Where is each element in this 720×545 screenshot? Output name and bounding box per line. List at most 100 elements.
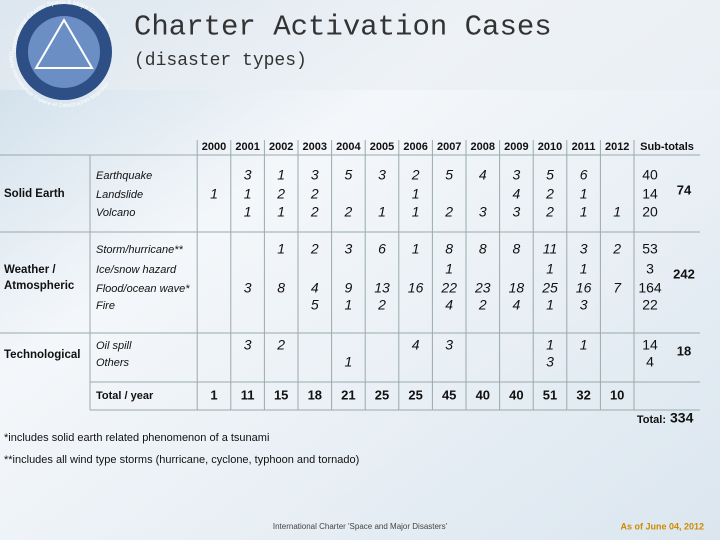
row-label: Earthquake	[96, 170, 152, 182]
row-subtotal: 164	[638, 280, 662, 296]
column-header: 2009	[504, 141, 528, 153]
cell: 23	[474, 280, 491, 296]
column-header: 2010	[538, 141, 562, 153]
row-label: Storm/hurricane**	[96, 244, 184, 256]
logo-triangle	[34, 18, 94, 69]
cell: 3	[244, 337, 252, 353]
total-value: 21	[341, 387, 355, 402]
cell: 8	[479, 241, 487, 257]
cell: 2	[411, 167, 420, 183]
cell: 1	[580, 204, 588, 220]
title: Charter Activation Cases	[134, 11, 552, 44]
cell: 2	[310, 186, 319, 202]
column-header: 2011	[572, 141, 596, 153]
group-subtotal: 74	[677, 182, 692, 197]
row-subtotal: 14	[642, 337, 658, 353]
row-subtotal: 3	[646, 261, 654, 277]
cell: 6	[378, 241, 386, 257]
cell: 22	[440, 280, 457, 296]
cell: 3	[445, 337, 453, 353]
column-header: 2003	[303, 141, 327, 153]
cell: 3	[513, 204, 521, 220]
cell: 2	[444, 204, 453, 220]
row-subtotal: 14	[642, 186, 658, 202]
row-subtotal: 4	[646, 354, 654, 370]
column-header: 2000	[202, 141, 226, 153]
row-label: Ice/snow hazard	[96, 264, 177, 276]
row-subtotal: 20	[642, 204, 658, 220]
cell: 5	[345, 167, 353, 183]
cell: 1	[210, 186, 218, 202]
cell: 1	[580, 337, 588, 353]
cell: 1	[546, 297, 554, 313]
cell: 3	[311, 167, 319, 183]
total-value: 32	[576, 387, 590, 402]
cell: 1	[277, 204, 285, 220]
group-label: Technological	[4, 349, 80, 361]
subtitle: (disaster types)	[134, 51, 307, 71]
total-value: 1	[210, 387, 217, 402]
cell: 1	[345, 354, 353, 370]
total-value: 51	[543, 387, 557, 402]
cell: 1	[445, 261, 453, 277]
total-value: 18	[308, 387, 322, 402]
cell: 3	[580, 297, 588, 313]
row-label: Others	[96, 357, 130, 369]
cell: 11	[543, 241, 558, 257]
cell: 7	[613, 280, 622, 296]
column-header: 2002	[269, 141, 293, 153]
cell: 8	[277, 280, 285, 296]
column-header: 2005	[370, 141, 394, 153]
cell: 1	[277, 241, 285, 257]
cell: 1	[378, 204, 386, 220]
row-subtotal: 53	[642, 241, 658, 257]
total-value: 11	[241, 387, 255, 402]
cell: 2	[276, 337, 285, 353]
footnote: **includes all wind type storms (hurrica…	[4, 454, 359, 466]
cell: 3	[244, 167, 252, 183]
cell: 9	[345, 280, 353, 296]
title-band	[0, 0, 720, 90]
cell: 1	[546, 337, 554, 353]
cell: 5	[445, 167, 453, 183]
cell: 5	[546, 167, 554, 183]
cell: 1	[580, 186, 588, 202]
cell: 2	[310, 241, 319, 257]
row-label: Landslide	[96, 189, 143, 201]
cell: 3	[345, 241, 353, 257]
cell: 2	[344, 204, 353, 220]
total-value: 10	[610, 387, 624, 402]
cell: 1	[580, 261, 588, 277]
column-header: 2007	[437, 141, 461, 153]
cell: 8	[445, 241, 453, 257]
cell: 2	[545, 204, 554, 220]
grand-total-label: Total:	[637, 414, 666, 426]
cell: 6	[580, 167, 588, 183]
cell: 4	[513, 186, 521, 202]
row-subtotal: 22	[642, 297, 658, 313]
cell: 13	[374, 280, 390, 296]
cell: 1	[345, 297, 353, 313]
column-header: 2008	[471, 141, 495, 153]
total-value: 25	[375, 387, 389, 402]
cell: 3	[546, 354, 554, 370]
total-value: 40	[509, 387, 523, 402]
cell: 4	[445, 297, 453, 313]
row-label: Volcano	[96, 207, 135, 219]
row-label: Fire	[96, 300, 115, 312]
cell: 1	[613, 204, 621, 220]
cell: 25	[541, 280, 558, 296]
column-header: 2004	[336, 141, 361, 153]
cell: 4	[311, 280, 319, 296]
cell: 4	[412, 337, 420, 353]
cell: 2	[377, 297, 386, 313]
cell: 1	[277, 167, 285, 183]
cell: 1	[244, 204, 252, 220]
footer-source: International Charter 'Space and Major D…	[273, 522, 448, 531]
cell: 1	[412, 186, 420, 202]
cell: 3	[580, 241, 588, 257]
totals-label: Total / year	[96, 390, 154, 402]
cell: 2	[612, 241, 621, 257]
